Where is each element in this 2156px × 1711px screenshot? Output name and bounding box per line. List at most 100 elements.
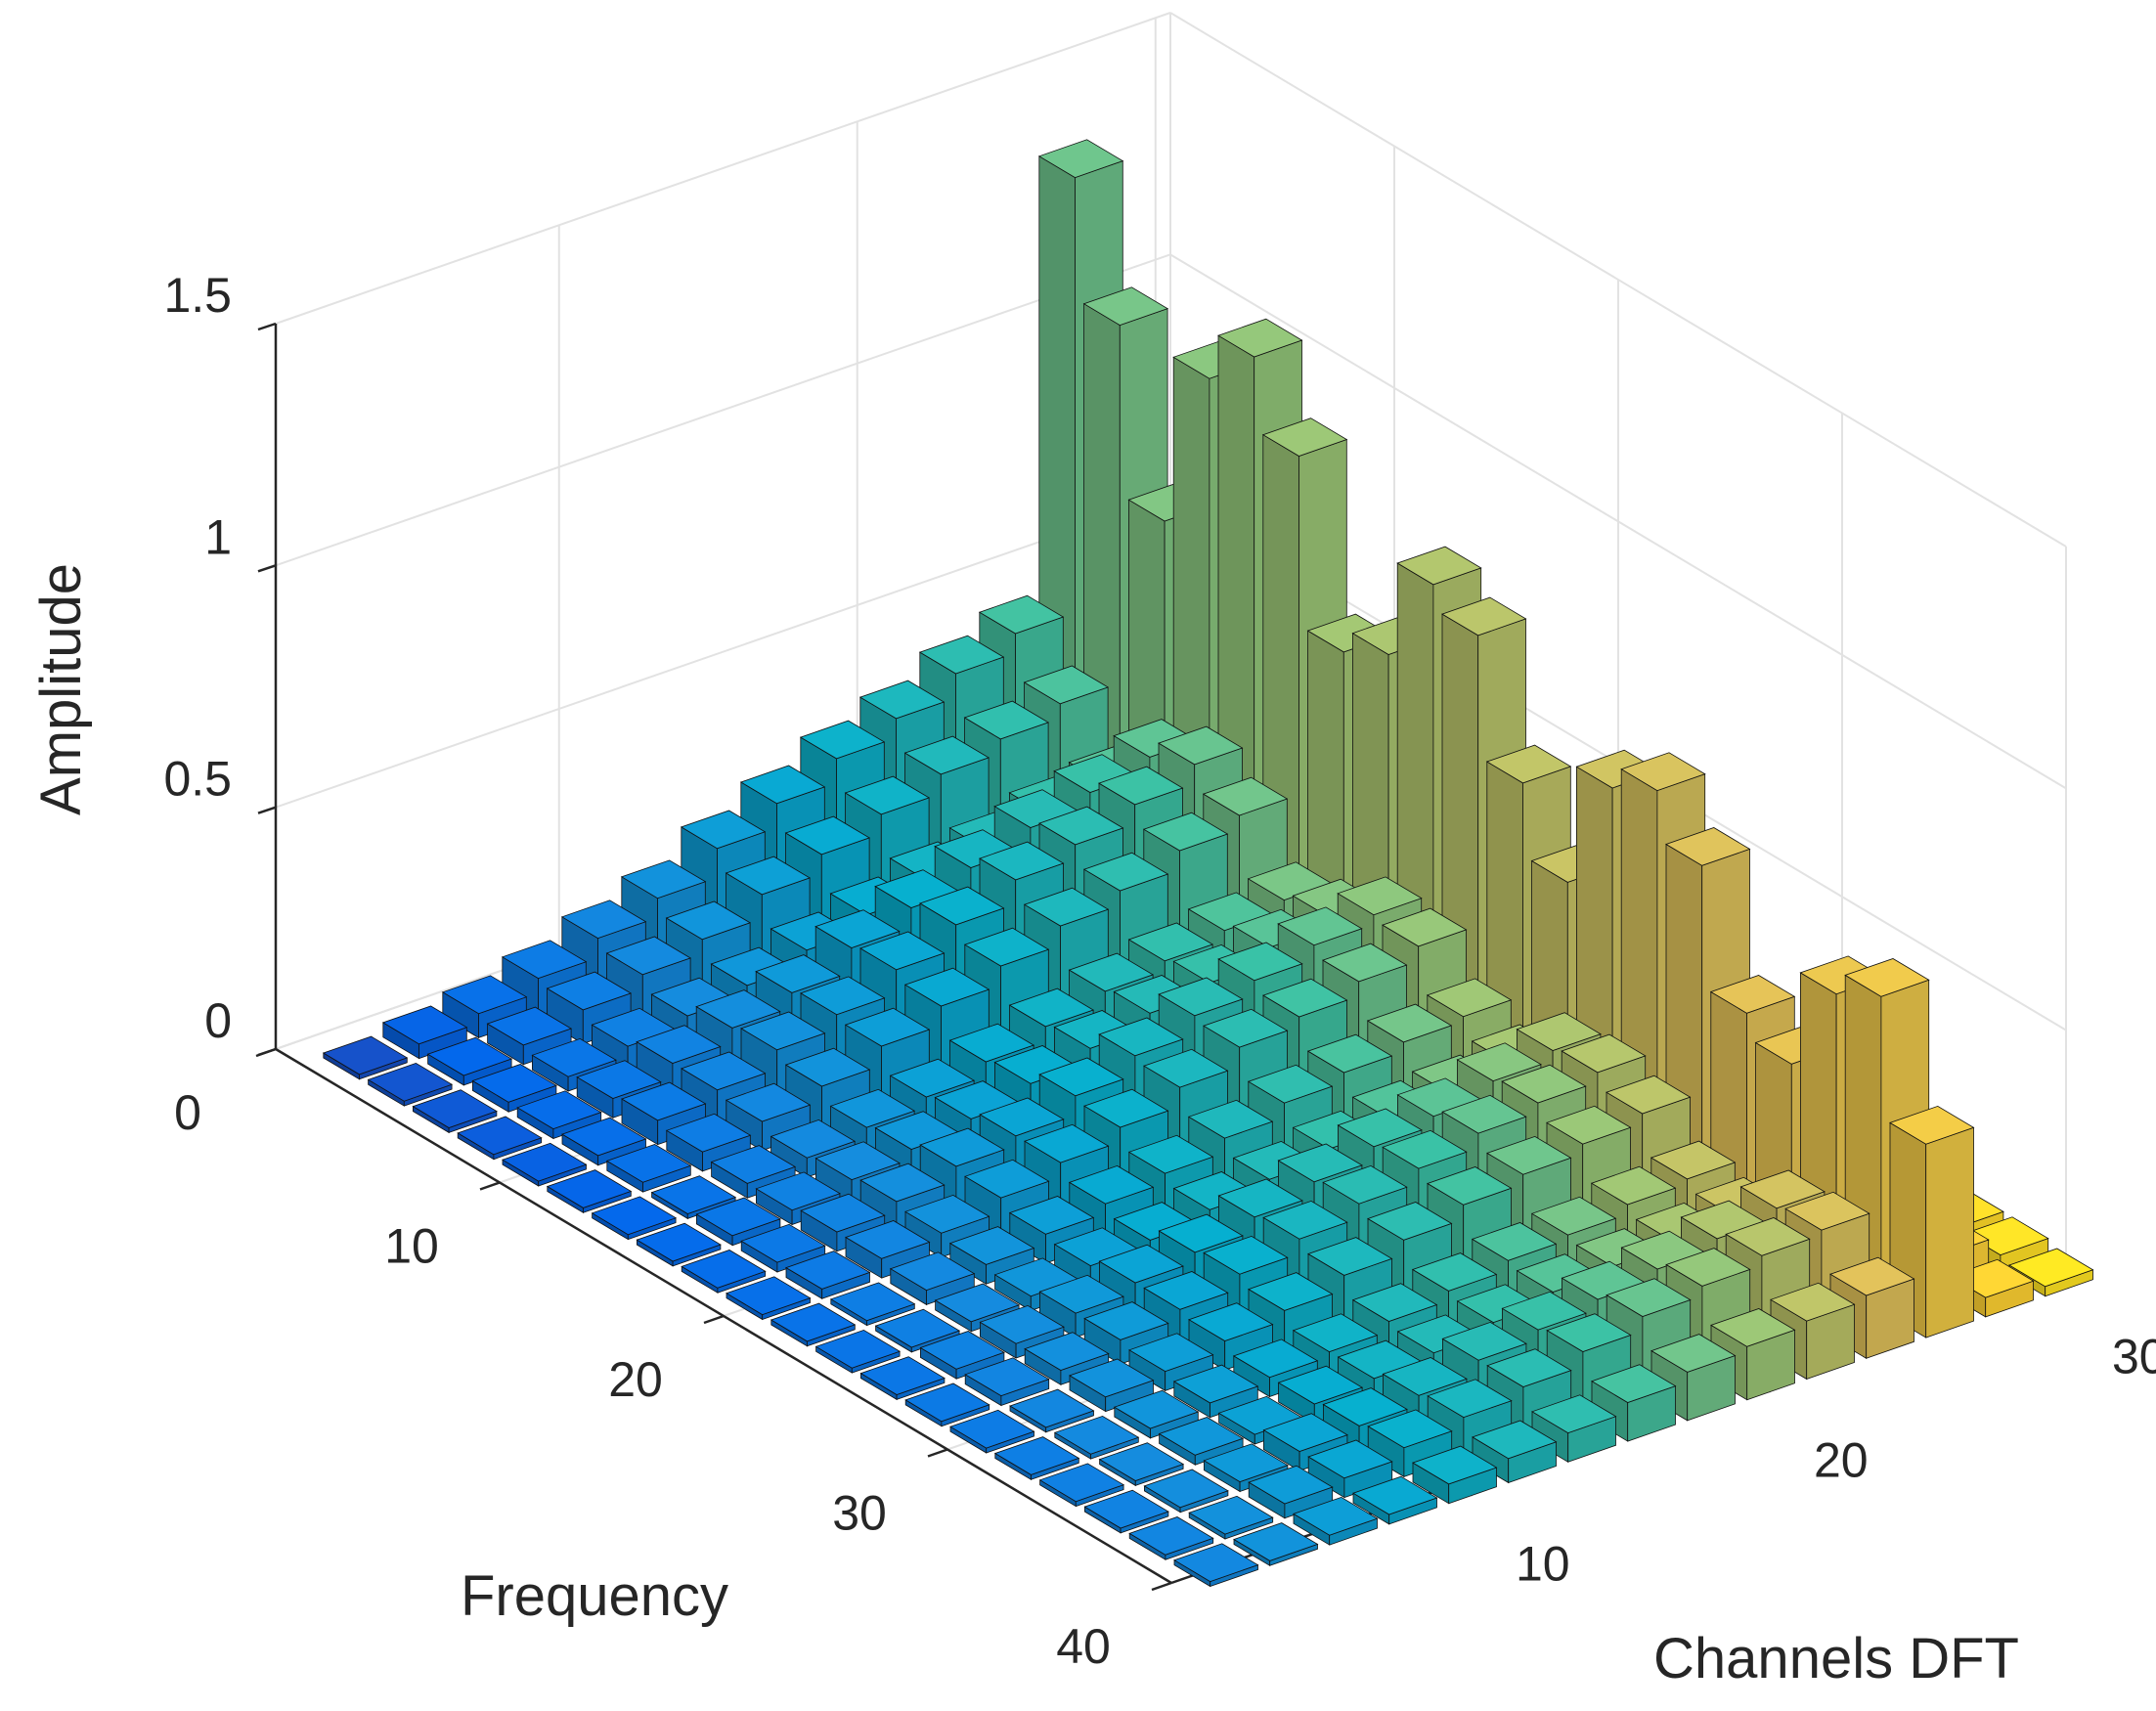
bar-top bbox=[1037, 139, 1124, 179]
bar bbox=[740, 1223, 826, 1273]
bar-top bbox=[367, 1062, 454, 1102]
bar-top bbox=[1053, 1415, 1140, 1455]
bar-top bbox=[1322, 943, 1408, 983]
bar-top bbox=[695, 989, 781, 1029]
bar-top bbox=[1187, 1099, 1274, 1139]
bar bbox=[457, 1116, 543, 1161]
y-tick-label: 30 bbox=[2112, 1329, 2156, 1383]
bar-top bbox=[591, 1196, 678, 1236]
bar-top bbox=[1337, 876, 1423, 916]
bar bbox=[471, 1064, 557, 1113]
bar-top bbox=[1098, 766, 1184, 806]
bar bbox=[412, 1089, 498, 1134]
bar-top bbox=[1293, 1496, 1379, 1536]
bar bbox=[725, 1082, 812, 1152]
bar bbox=[949, 1409, 1035, 1454]
bar-top bbox=[681, 1051, 767, 1091]
bar-top bbox=[1023, 665, 1110, 705]
bar bbox=[1293, 1496, 1379, 1546]
bar-top bbox=[784, 815, 871, 856]
bar-top bbox=[814, 909, 901, 948]
bar-top bbox=[785, 1250, 871, 1290]
bar-top bbox=[859, 931, 946, 971]
bar-top bbox=[1441, 1321, 1527, 1361]
bar-top bbox=[829, 1282, 916, 1322]
bar-top bbox=[322, 1035, 409, 1075]
bar bbox=[367, 1062, 454, 1107]
bar-top bbox=[636, 1025, 722, 1064]
bar-top bbox=[1203, 1443, 1289, 1483]
bar-top bbox=[800, 976, 886, 1016]
bar-top bbox=[1770, 1282, 1856, 1322]
bar bbox=[1024, 1332, 1110, 1386]
bar-top bbox=[1426, 978, 1513, 1018]
bar-top bbox=[1203, 1008, 1289, 1048]
bar-top bbox=[1232, 1338, 1319, 1379]
bar-top bbox=[1158, 1213, 1244, 1253]
bar-top bbox=[1158, 1417, 1245, 1456]
z-tick-label: 0 bbox=[204, 993, 232, 1048]
tick-mark bbox=[703, 1314, 725, 1325]
z-axis-label: Amplitude bbox=[29, 563, 93, 815]
bar-top bbox=[1337, 1108, 1423, 1148]
bar-top bbox=[800, 1193, 886, 1233]
bar-top bbox=[993, 1436, 1080, 1475]
tick-mark bbox=[257, 806, 277, 814]
bar-top bbox=[1396, 546, 1482, 586]
bar bbox=[1113, 1389, 1200, 1439]
grid-line bbox=[275, 12, 1171, 325]
bar-top bbox=[1829, 1256, 1915, 1296]
bar-top bbox=[561, 1117, 647, 1157]
bar-top bbox=[740, 1223, 826, 1263]
bar-top bbox=[1471, 1222, 1558, 1261]
bar-top bbox=[1486, 1348, 1572, 1387]
bar bbox=[726, 1276, 812, 1321]
bar-top bbox=[621, 1081, 707, 1121]
bar bbox=[814, 1329, 902, 1374]
bar-top bbox=[1351, 1283, 1438, 1322]
bar-top bbox=[1143, 1271, 1229, 1310]
bar bbox=[1038, 1274, 1124, 1338]
bar-top bbox=[1142, 812, 1229, 852]
bar-top bbox=[978, 594, 1065, 635]
bar-top bbox=[1307, 1237, 1393, 1276]
bar-top bbox=[2008, 1248, 2094, 1288]
bar-top bbox=[1188, 1495, 1274, 1535]
bar-top bbox=[1546, 1313, 1632, 1352]
bar-top bbox=[814, 1329, 902, 1369]
bar-top bbox=[874, 1308, 961, 1348]
bar-top bbox=[904, 1194, 990, 1234]
bar-top bbox=[1262, 1413, 1348, 1452]
bar-top bbox=[1008, 1196, 1095, 1235]
z-tick-label: 1 bbox=[204, 509, 232, 564]
bar-top bbox=[1023, 887, 1110, 927]
bar-top bbox=[770, 1302, 857, 1342]
bar-top bbox=[755, 1171, 841, 1211]
bar-top bbox=[1427, 1379, 1513, 1419]
y-axis-label: Channels DFT bbox=[1653, 1627, 2019, 1690]
bar-top bbox=[1709, 975, 1796, 1014]
bar-top bbox=[695, 1197, 781, 1237]
bar-top bbox=[1710, 1308, 1796, 1347]
bar bbox=[1307, 1439, 1393, 1499]
grid-line bbox=[275, 495, 1171, 809]
bar bbox=[1173, 1543, 1259, 1588]
bar-top bbox=[502, 1142, 588, 1182]
bar bbox=[1710, 1308, 1796, 1401]
bar-top bbox=[1591, 1364, 1677, 1403]
bar-top bbox=[516, 1090, 602, 1130]
grid-line bbox=[275, 253, 1171, 567]
bar-top bbox=[1068, 952, 1155, 992]
bar-top bbox=[1172, 1364, 1259, 1404]
bar-top bbox=[725, 1082, 812, 1122]
bar-top bbox=[1650, 1334, 1737, 1373]
bar bbox=[859, 1356, 946, 1401]
bar-top bbox=[844, 775, 931, 815]
bar bbox=[845, 1220, 931, 1279]
bar-top bbox=[1322, 1387, 1408, 1426]
bar-top bbox=[1725, 1217, 1811, 1256]
bar-top bbox=[681, 1250, 767, 1289]
bar-top bbox=[531, 1037, 617, 1077]
bar-top bbox=[903, 735, 990, 775]
x-tick-label: 10 bbox=[384, 1219, 439, 1274]
